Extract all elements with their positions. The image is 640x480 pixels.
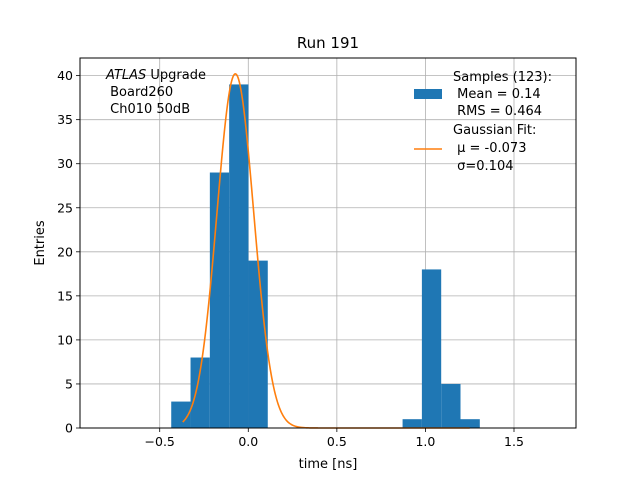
legend-samples-title: Samples (123):	[453, 70, 552, 85]
x-axis-label: time [ns]	[299, 457, 358, 472]
x-tick-label: 0.0	[238, 434, 258, 449]
y-tick-label: 15	[57, 288, 73, 303]
y-tick-label: 30	[57, 156, 73, 171]
histogram-bars	[171, 84, 480, 428]
x-tick-label: 1.0	[415, 434, 435, 449]
x-tick-label: 0.5	[327, 434, 347, 449]
y-tick-label: 35	[57, 112, 73, 127]
histogram-bar	[248, 260, 268, 428]
y-axis-label: Entries	[33, 220, 48, 266]
legend-fit-title: Gaussian Fit:	[453, 123, 536, 138]
atlas-line: ATLAS Upgrade	[105, 68, 206, 83]
x-axis-ticks: −0.5 0.0 0.5 1.0 1.5	[145, 428, 524, 449]
y-tick-label: 20	[57, 244, 73, 259]
y-tick-label: 10	[57, 332, 73, 347]
histogram-bar	[421, 269, 442, 428]
atlas-label: ATLAS	[105, 68, 146, 83]
histogram-bar	[171, 401, 191, 428]
y-tick-label: 0	[65, 421, 73, 436]
legend-fit-mu: μ = -0.073	[453, 141, 526, 156]
legend-samples-swatch	[414, 89, 442, 99]
upgrade-label: Upgrade	[146, 68, 206, 83]
x-tick-label: 1.5	[504, 434, 524, 449]
legend-samples-rms: RMS = 0.464	[453, 104, 542, 119]
legend: Samples (123): Mean = 0.14 RMS = 0.464 G…	[414, 70, 552, 174]
board-label: Board260	[106, 85, 173, 100]
chart-title: Run 191	[297, 34, 359, 52]
histogram-bar	[190, 357, 210, 428]
histogram-bar	[460, 419, 480, 428]
y-tick-label: 5	[65, 376, 73, 391]
grid	[80, 58, 576, 429]
x-tick-label: −0.5	[145, 434, 175, 449]
legend-samples-mean: Mean = 0.14	[453, 87, 541, 102]
histogram-bar	[209, 172, 230, 428]
plot-frame	[79, 57, 577, 429]
y-axis-ticks: 0 5 10 15 20 25 30 35 40	[57, 68, 80, 436]
y-tick-label: 25	[57, 200, 73, 215]
histogram-bar	[402, 419, 422, 428]
y-tick-label: 40	[57, 68, 73, 83]
channel-label: Ch010 50dB	[106, 102, 190, 117]
legend-fit-sigma: σ=0.104	[453, 159, 513, 174]
histogram-bar	[441, 383, 461, 428]
atlas-annotation: ATLAS Upgrade Board260 Ch010 50dB	[105, 68, 206, 117]
histogram-bar	[229, 84, 249, 428]
